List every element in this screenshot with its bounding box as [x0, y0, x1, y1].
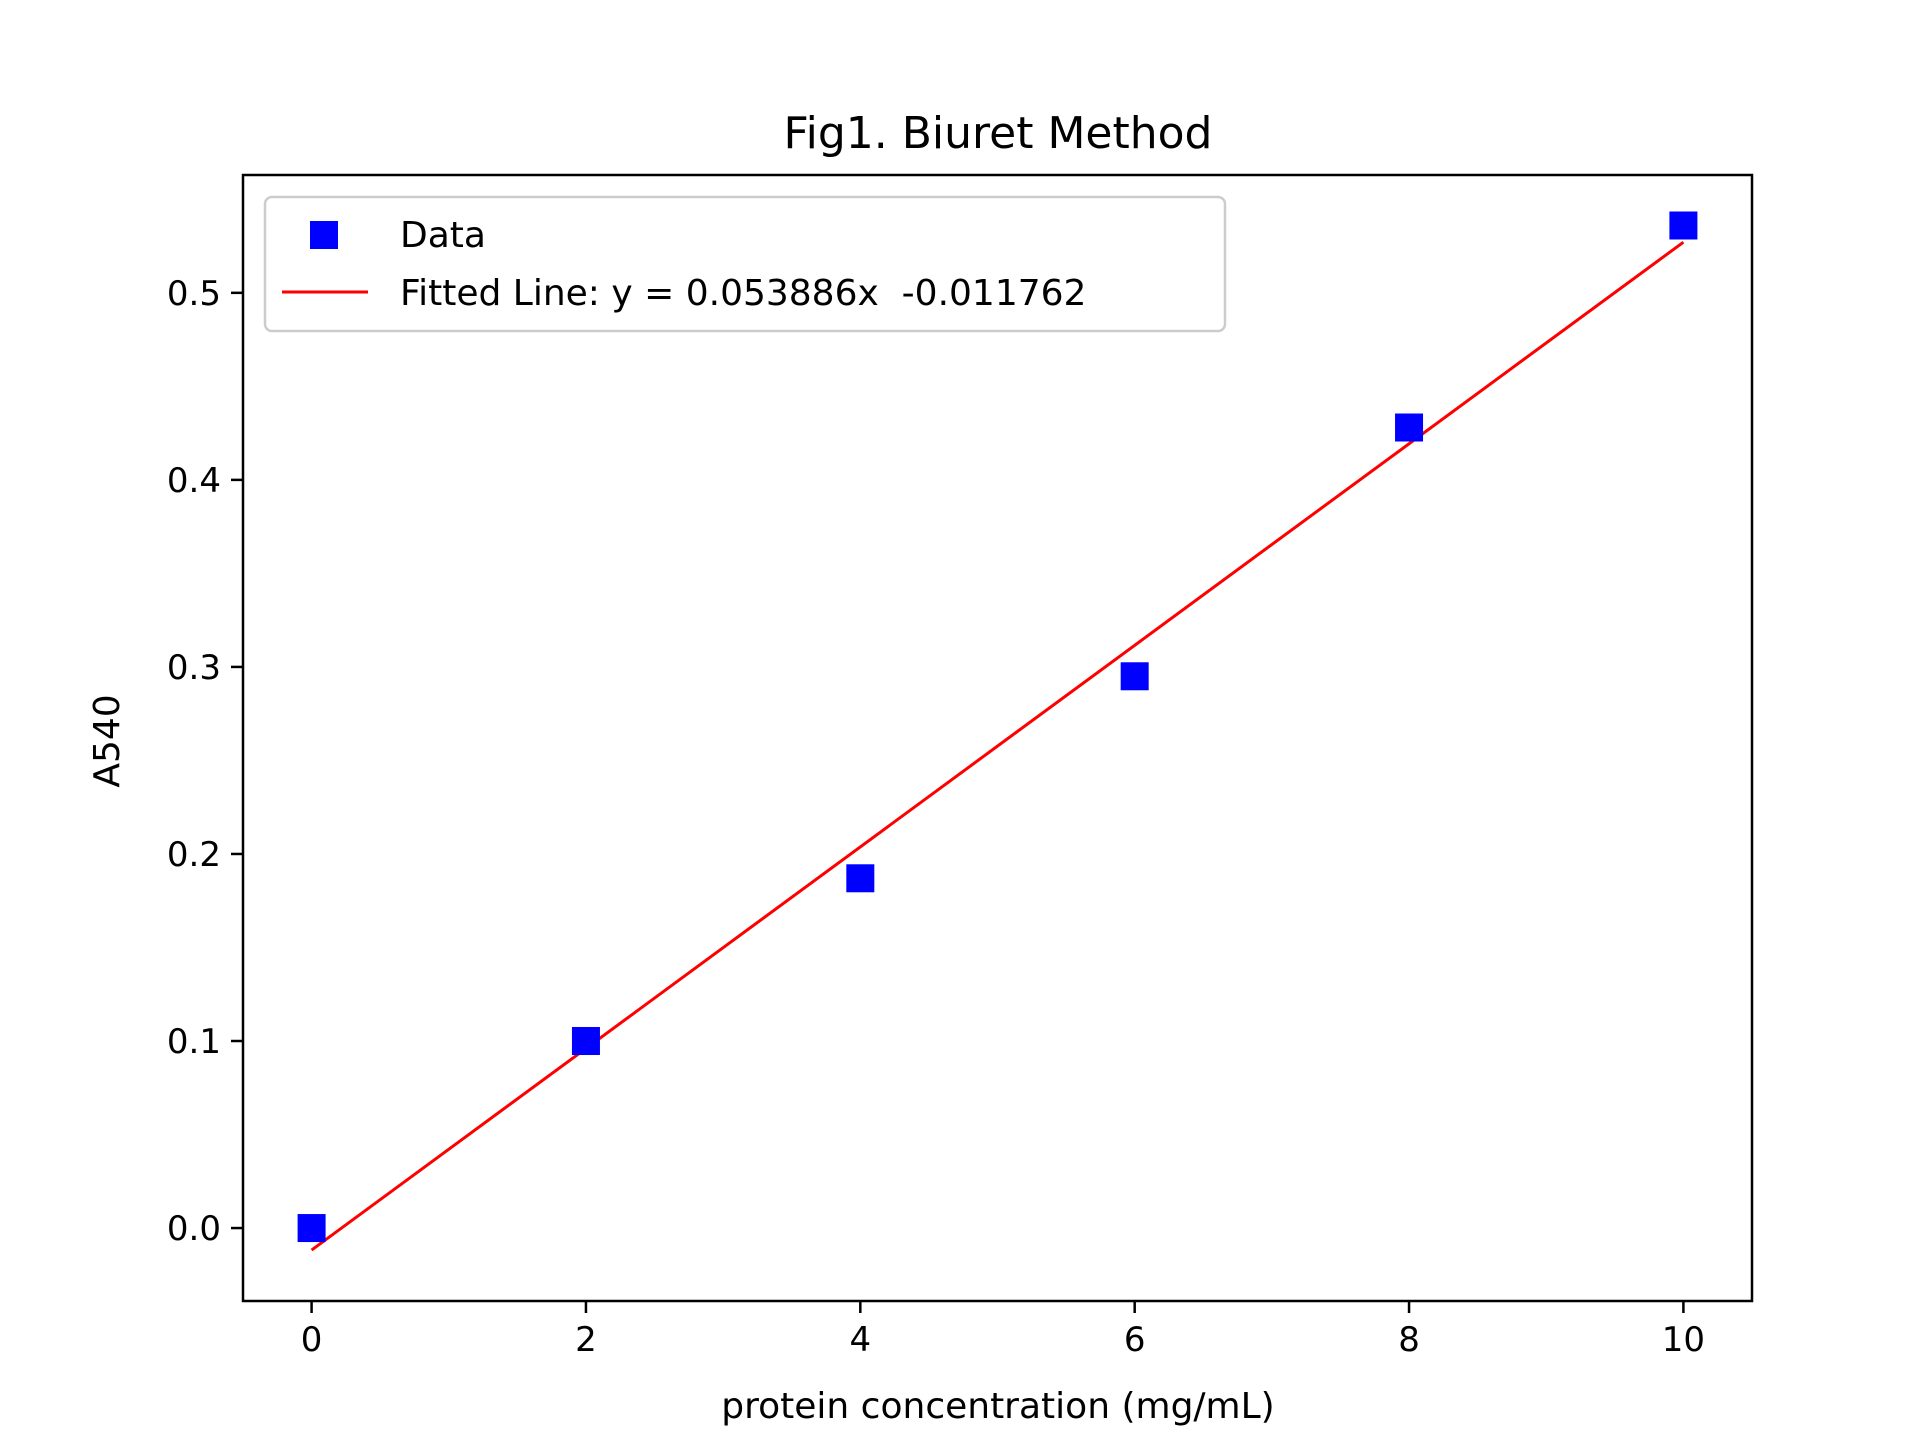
x-tick-label: 10 [1662, 1320, 1705, 1360]
y-tick-label: 0.3 [167, 648, 221, 688]
axes-frame [241, 173, 1754, 1303]
legend: Data Fitted Line: y = 0.053886x -0.01176… [263, 195, 1227, 333]
data-point [1669, 211, 1698, 240]
legend-frame [263, 195, 1227, 333]
x-tick-label: 2 [575, 1320, 597, 1360]
x-tick-label: 0 [301, 1320, 323, 1360]
x-axis-title: protein concentration (mg/mL) [721, 1386, 1274, 1427]
data-point [297, 1214, 326, 1243]
y-tick-label: 0.1 [167, 1022, 221, 1062]
y-tick-label: 0.2 [167, 835, 221, 875]
data-point [571, 1027, 600, 1056]
chart-title: Fig1. Biuret Method [784, 108, 1213, 159]
x-tick-label: 6 [1124, 1320, 1146, 1360]
data-point [846, 864, 875, 893]
legend-label-data: Data [400, 215, 486, 256]
plot-area [297, 211, 1698, 1252]
data-point [1120, 662, 1149, 691]
y-tick-label: 0.5 [167, 274, 221, 314]
x-tick-label: 4 [849, 1320, 871, 1360]
data-point [1395, 413, 1424, 442]
y-tick-label: 0.0 [167, 1209, 221, 1249]
fitted-line [310, 240, 1685, 1252]
x-tick-label: 8 [1398, 1320, 1420, 1360]
legend-label-fit: Fitted Line: y = 0.053886x -0.011762 [400, 273, 1086, 314]
y-tick-label: 0.4 [167, 461, 221, 501]
axes: 0 2 4 6 8 10 0.0 0.1 0.2 0.3 0.4 0.5 [167, 173, 1754, 1360]
y-axis-title: A540 [87, 694, 128, 787]
legend-marker-data [310, 221, 338, 249]
